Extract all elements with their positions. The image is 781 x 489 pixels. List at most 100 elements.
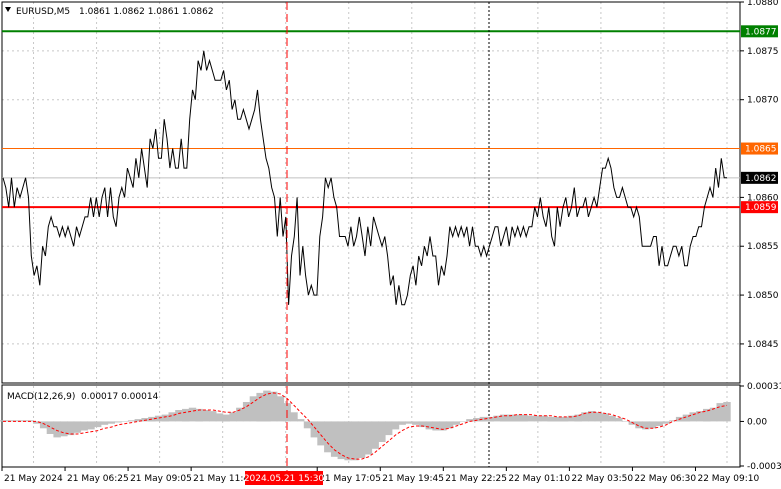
macd-bar	[344, 421, 352, 461]
macd-bar	[303, 421, 312, 429]
macd-bar	[486, 416, 494, 422]
macd-bar	[398, 421, 406, 425]
macd-header: MACD(12,26,9) 0.00017 0.00014	[7, 392, 159, 402]
macd-bar	[621, 421, 630, 422]
macd-bar	[500, 414, 508, 422]
macd-bar	[513, 414, 521, 422]
macd-bar	[94, 421, 102, 428]
price-tick-label: 1.0845	[747, 340, 779, 350]
macd-bar	[317, 421, 325, 446]
price-series-line	[2, 50, 727, 306]
macd-bar	[669, 420, 677, 422]
macd-bar	[445, 421, 454, 429]
macd-bar	[642, 421, 650, 430]
macd-bar	[493, 415, 501, 422]
macd-bar	[662, 421, 670, 424]
time-tick-label: 21 May 22:25	[445, 474, 507, 484]
macd-title: MACD(12,26,9)	[7, 392, 75, 402]
macd-bar	[249, 396, 258, 422]
macd-bar	[574, 414, 582, 422]
macd-tick-label: -0.00039	[747, 462, 781, 472]
time-tick-label: 22 May 09:10	[697, 474, 759, 484]
macd-bar	[134, 419, 142, 422]
macd-bar	[107, 421, 115, 424]
macd-bar	[195, 408, 203, 422]
price-tick-label: 1.0850	[747, 291, 779, 301]
macd-bar	[276, 396, 285, 422]
macd-bar	[601, 413, 609, 422]
macd-bar	[33, 421, 41, 424]
macd-bar	[256, 392, 264, 422]
macd-values: 0.00017 0.00014	[81, 392, 159, 402]
macd-bar	[588, 411, 596, 422]
macd-bar	[682, 414, 691, 422]
macd-bar	[202, 410, 210, 422]
macd-bar	[26, 420, 34, 422]
macd-bar	[6, 420, 14, 422]
time-tick-label: 22 May 06:30	[634, 474, 696, 484]
macd-bar	[459, 421, 467, 422]
macd-bar	[452, 421, 461, 425]
macd-panel-frame	[1, 384, 741, 468]
time-tick-label: 21 May 06:25	[67, 474, 129, 484]
macd-bar	[547, 416, 555, 422]
macd-bar	[209, 411, 217, 422]
upper-resistance-tag	[741, 25, 778, 38]
macd-bar	[290, 412, 298, 422]
time-tick-label: 21 May 19:45	[382, 474, 444, 484]
macd-bar	[53, 421, 61, 438]
macd-bar	[188, 407, 197, 422]
time-tick-label: 21 May 11:45	[193, 474, 255, 484]
macd-axis: 0.00031 0.00 -0.00039	[740, 382, 781, 472]
macd-bar	[337, 421, 345, 460]
macd-bar	[479, 416, 488, 422]
macd-bar	[215, 413, 224, 422]
macd-bar	[425, 421, 433, 430]
main-panel-frame	[1, 1, 741, 384]
macd-bar	[182, 408, 190, 422]
time-tick-label: 21 May 09:05	[130, 474, 192, 484]
macd-bar	[357, 421, 366, 458]
macd-bar	[506, 414, 515, 422]
macd-bar	[581, 412, 589, 422]
dropdown-triangle-icon[interactable]	[5, 7, 11, 12]
macd-bar	[19, 420, 27, 422]
macd-bar	[168, 412, 176, 422]
macd-bar	[533, 415, 542, 422]
macd-bar	[351, 421, 359, 461]
macd-tick-label: 0.00	[747, 417, 767, 427]
price-level-tags: 1.0877 1.0865 1.0862 1.0859	[741, 25, 778, 214]
macd-bar	[364, 421, 373, 455]
macd-bar	[39, 421, 48, 429]
macd-bar	[696, 411, 704, 422]
macd-bar	[709, 407, 718, 422]
macd-bar	[270, 391, 278, 422]
time-tick-label: 22 May 03:50	[571, 474, 633, 484]
macd-bar	[473, 418, 481, 422]
price-tick-label: 1.0875	[747, 47, 779, 57]
macd-bar	[60, 421, 68, 437]
macd-bar	[689, 412, 697, 422]
macd-bar	[263, 390, 271, 422]
macd-bar	[236, 407, 244, 422]
macd-bar	[175, 410, 183, 422]
macd-bar	[655, 421, 663, 426]
macd-bar	[648, 421, 657, 429]
macd-bar	[466, 419, 474, 422]
macd-bar	[121, 421, 129, 422]
crosshair-time-tag-bg	[245, 471, 323, 485]
macd-bar	[154, 415, 163, 422]
macd-bar	[439, 421, 447, 431]
macd-bar	[80, 421, 88, 431]
macd-bar	[527, 415, 535, 422]
price-tick-label: 1.0860	[747, 193, 779, 203]
price-axis: 1.0880 1.0875 1.0870 1.0860 1.0855 1.0850 1.08…	[740, 0, 779, 350]
macd-bar	[635, 421, 643, 429]
price-tick-label: 1.0855	[747, 242, 779, 252]
macd-bar	[385, 421, 393, 436]
ohlc-values: 1.0861 1.0862 1.0861 1.0862	[79, 7, 214, 17]
macd-bar	[67, 421, 75, 436]
macd-bar	[141, 418, 149, 422]
macd-bar	[242, 402, 251, 422]
